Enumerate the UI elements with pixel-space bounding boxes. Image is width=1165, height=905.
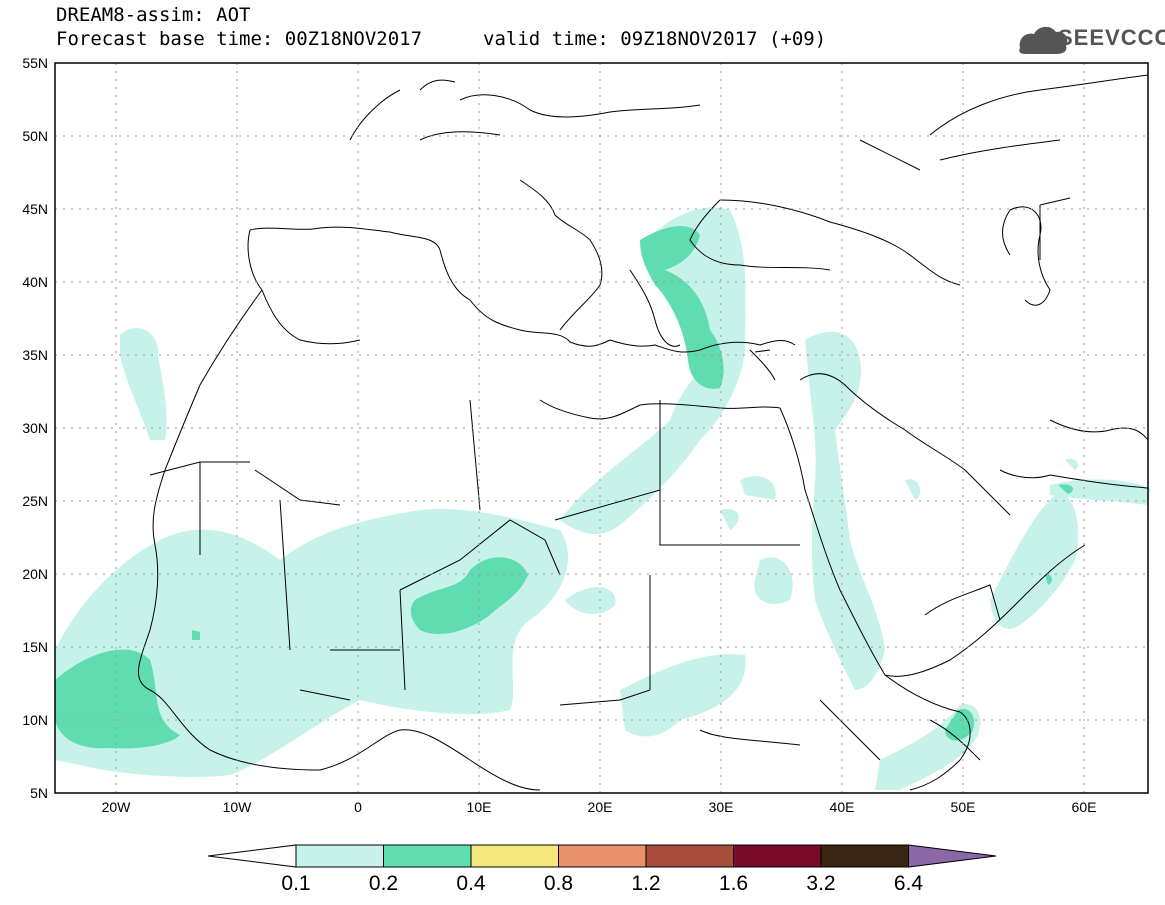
lat-label: 10N	[22, 712, 48, 728]
map-frame	[54, 62, 1149, 794]
colorbar-label: 3.2	[806, 872, 835, 895]
lon-label: 20W	[102, 799, 132, 815]
colorbar-label: 1.6	[719, 872, 748, 895]
lon-label: 60E	[1072, 799, 1097, 815]
colorbar-swatch	[820, 844, 909, 868]
forecast-base-time: Forecast base time: 00Z18NOV2017	[56, 28, 423, 50]
lon-label: 10W	[223, 799, 253, 815]
colorbar-label: 6.4	[894, 872, 924, 895]
colorbar-swatch	[470, 844, 559, 868]
cloud-icon	[1019, 26, 1068, 54]
colorbar-label: 1.2	[631, 872, 660, 895]
lat-label: 55N	[22, 55, 48, 71]
map-title: DREAM8-assim: AOT	[56, 4, 251, 26]
lat-label: 5N	[30, 785, 48, 801]
colorbar-high-arrow	[908, 844, 997, 868]
colorbar-label: 0.1	[281, 872, 310, 895]
colorbar-label: 0.8	[544, 872, 573, 895]
colorbar-labels: 0.1 0.2 0.4 0.8 1.2 1.6 3.2 6.4	[281, 872, 923, 895]
aot-mid-field	[55, 225, 1073, 749]
lat-label: 30N	[22, 420, 48, 436]
lat-label: 15N	[22, 639, 48, 655]
aot-low-field	[55, 207, 1150, 790]
colorbar-swatch	[558, 844, 647, 868]
colorbar-swatch	[733, 844, 822, 868]
colorbar-swatch	[645, 844, 734, 868]
lat-label: 25N	[22, 493, 48, 509]
lat-label: 50N	[22, 128, 48, 144]
longitude-labels: 20W 10W 0 10E 20E 30E 40E 50E 60E	[102, 799, 1097, 815]
lat-label: 45N	[22, 201, 48, 217]
lat-label: 35N	[22, 347, 48, 363]
lon-label: 30E	[709, 799, 734, 815]
colorbar-swatch	[383, 844, 472, 868]
lat-label: 40N	[22, 274, 48, 290]
valid-time: valid time: 09Z18NOV2017 (+09)	[483, 28, 827, 50]
lon-label: 50E	[951, 799, 976, 815]
colorbar	[207, 844, 997, 868]
graticule	[55, 63, 1148, 793]
lon-label: 20E	[588, 799, 613, 815]
lon-label: 10E	[467, 799, 492, 815]
lon-label: 0	[354, 799, 362, 815]
colorbar-label: 0.4	[456, 872, 486, 895]
latitude-labels: 55N 50N 45N 40N 35N 30N 25N 20N 15N 10N …	[22, 55, 48, 801]
lat-label: 20N	[22, 566, 48, 582]
seevccc-logo: SEEVCCC	[1058, 25, 1165, 50]
colorbar-low-arrow	[207, 844, 297, 868]
colorbar-label: 0.2	[369, 872, 398, 895]
lon-label: 40E	[830, 799, 855, 815]
coastlines-borders	[137, 74, 1149, 791]
colorbar-swatch	[295, 844, 384, 868]
